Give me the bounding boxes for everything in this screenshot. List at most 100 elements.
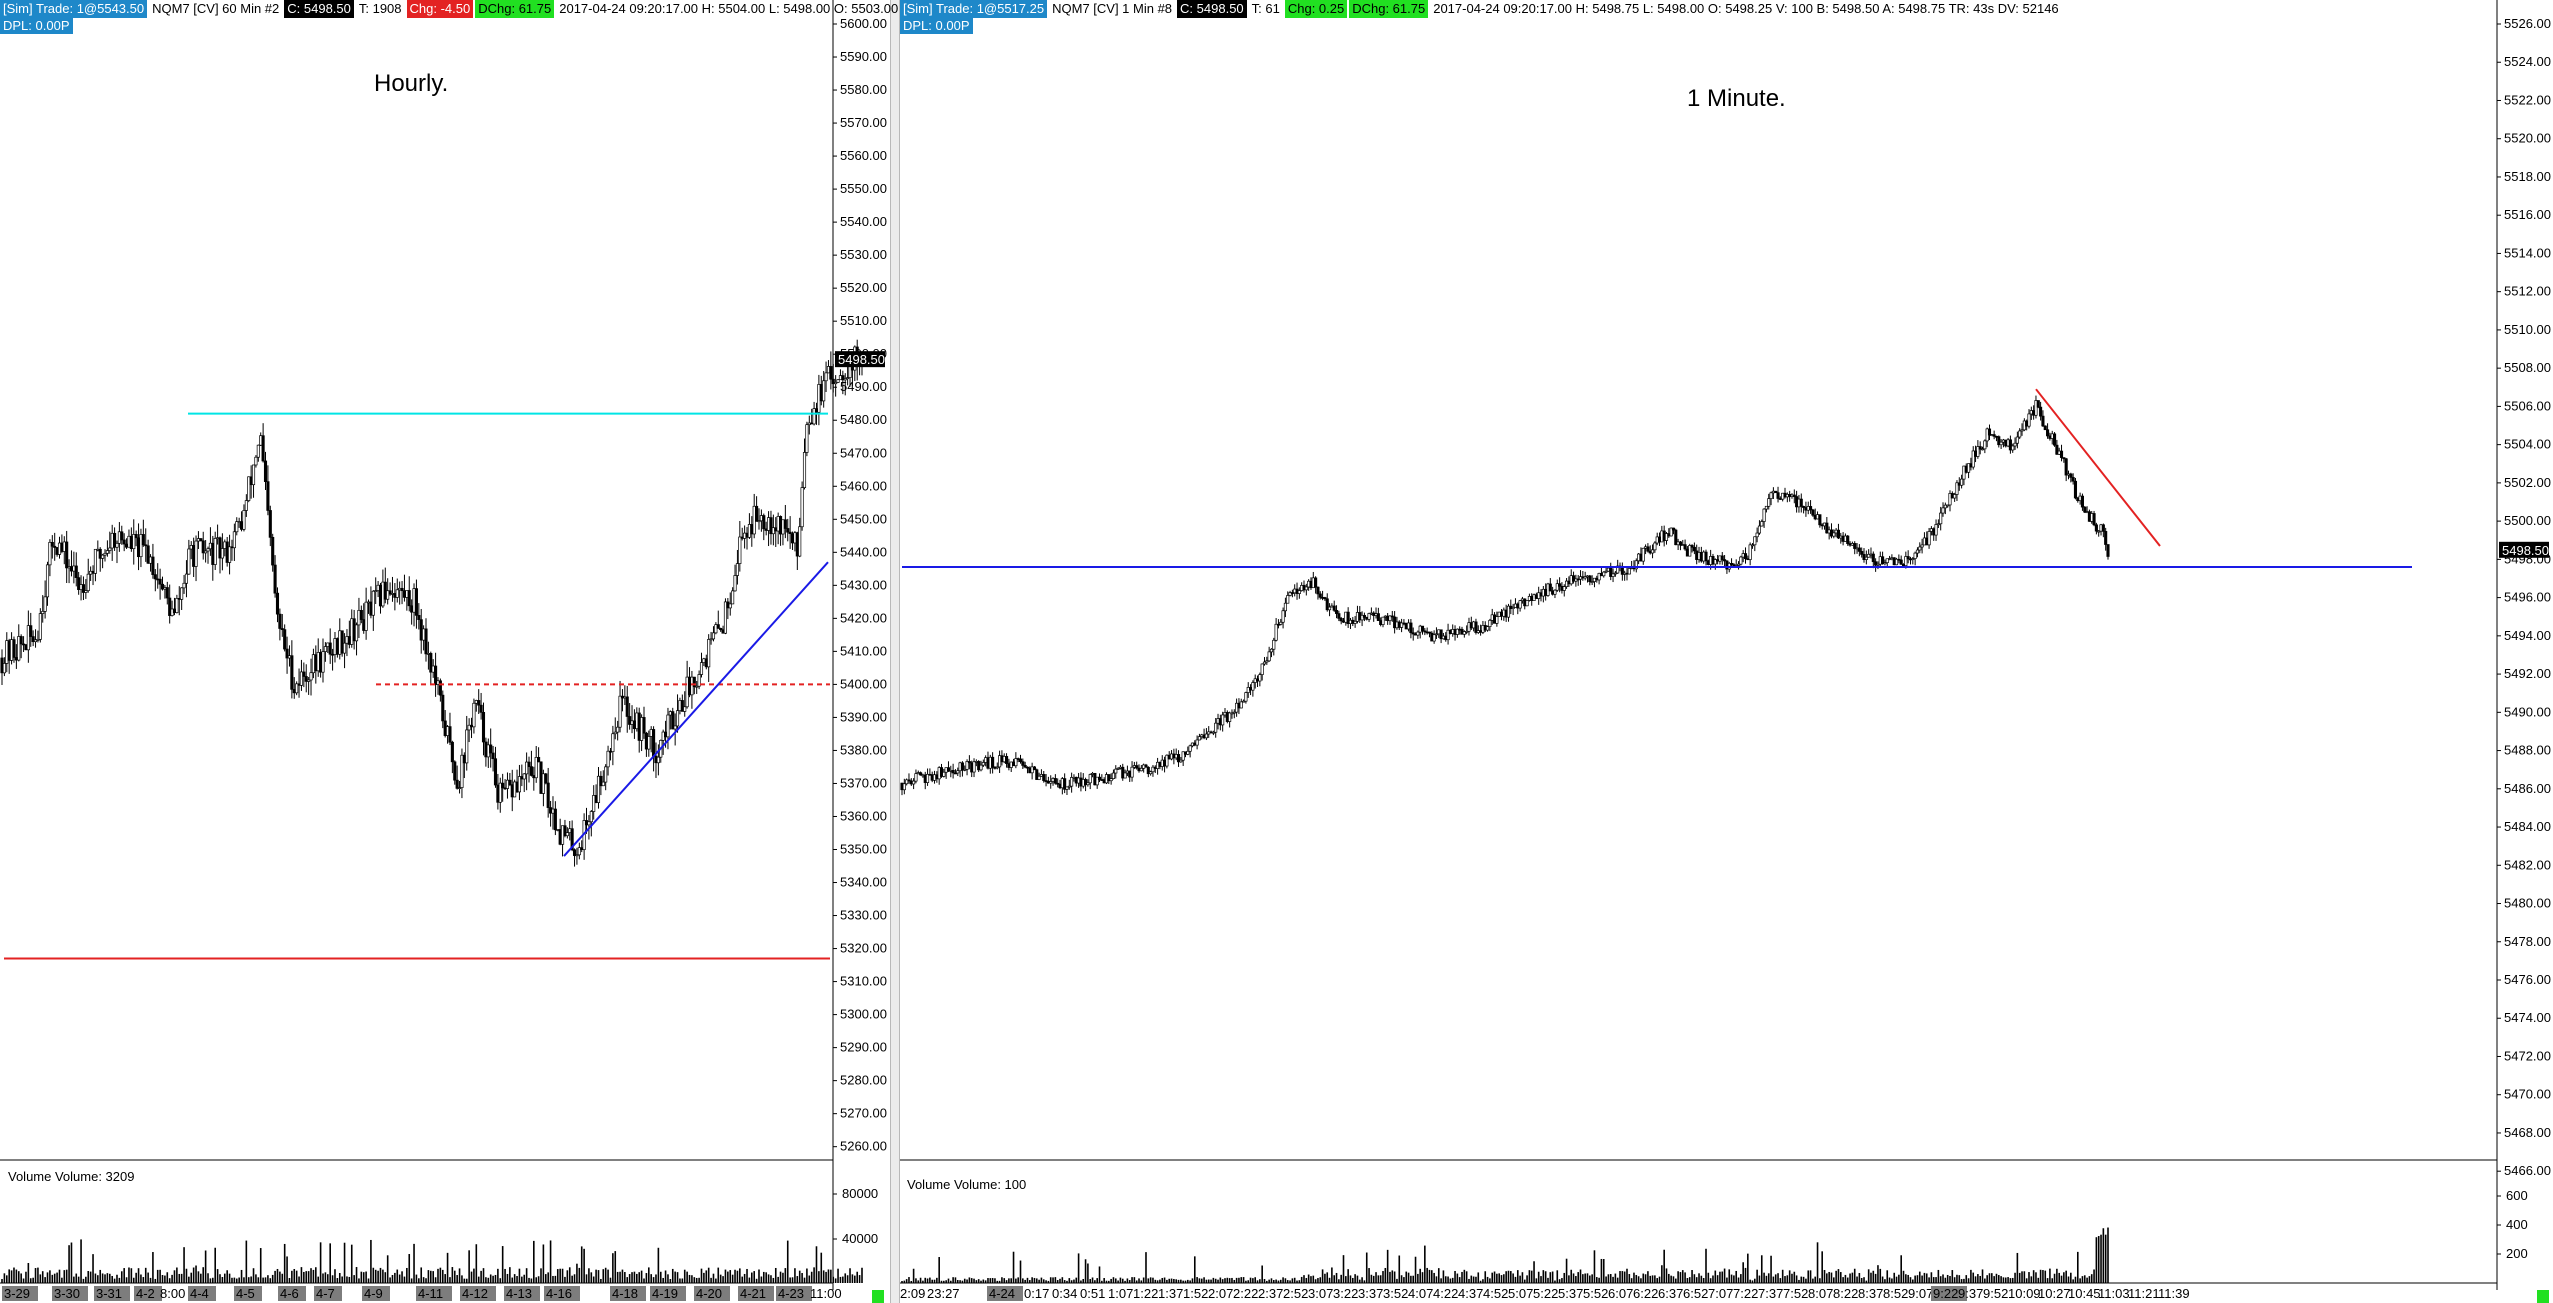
volume-bar <box>844 1273 847 1283</box>
pane-splitter[interactable] <box>890 0 900 1303</box>
volume-bar <box>1844 1274 1847 1283</box>
volume-bar <box>1314 1279 1317 1283</box>
price-bar-body <box>2041 415 2045 427</box>
price-bar-body <box>1281 610 1285 623</box>
time-tick-highlight <box>52 1286 88 1301</box>
volume-bar <box>1881 1276 1884 1283</box>
volume-bar <box>293 1268 296 1283</box>
volume-bar <box>1791 1273 1793 1283</box>
volume-bar <box>27 1263 30 1283</box>
price-bar-body <box>568 828 572 833</box>
price-bar-body <box>1474 621 1478 633</box>
volume-bar <box>1372 1275 1375 1283</box>
price-bar-body <box>907 779 911 782</box>
price-bar-body <box>1269 648 1274 653</box>
volume-bar <box>465 1278 468 1283</box>
volume-bar <box>58 1269 61 1283</box>
volume-bar <box>446 1252 449 1283</box>
price-bar-body <box>1432 634 1436 642</box>
volume-bar <box>1082 1278 1085 1283</box>
volume-bar <box>1108 1280 1110 1283</box>
price-bar-body <box>69 566 74 572</box>
price-bar-body <box>675 710 680 727</box>
price-bar-body <box>790 533 795 544</box>
volume-bar <box>822 1270 825 1283</box>
volume-bar <box>1826 1273 1828 1283</box>
time-tick-highlight <box>610 1286 646 1301</box>
price-bar-body <box>259 435 263 446</box>
price-bar-body <box>1318 593 1322 598</box>
volume-bar <box>1686 1278 1689 1283</box>
volume-bar <box>128 1267 130 1283</box>
one-minute-price-plot[interactable]: 5526.005524.005522.005520.005518.005516.… <box>900 0 2553 1303</box>
volume-bar <box>1570 1269 1573 1283</box>
volume-bar <box>343 1242 346 1283</box>
price-tick-label: 5600.00 <box>840 16 887 31</box>
volume-bar <box>68 1245 70 1283</box>
price-bar-body <box>960 762 964 771</box>
volume-bar <box>748 1277 751 1283</box>
price-bar-body <box>1416 631 1420 636</box>
volume-bar <box>1168 1278 1171 1283</box>
volume-bar <box>1451 1277 1454 1283</box>
volume-bar <box>1519 1275 1521 1283</box>
one-minute-chart-panel[interactable]: [Sim] Trade: 1@5517.25 NQM7 [CV] 1 Min #8… <box>900 0 2553 1303</box>
volume-bar <box>1249 1277 1252 1283</box>
volume-bar <box>1045 1280 1047 1283</box>
price-bar-body <box>1953 494 1957 499</box>
volume-bar <box>1049 1277 1052 1283</box>
volume-bar <box>963 1278 966 1283</box>
volume-bar <box>1328 1277 1331 1283</box>
price-bar-body <box>484 741 488 758</box>
volume-bar <box>751 1272 753 1283</box>
price-bar-body <box>1664 533 1669 541</box>
price-bar-body <box>108 547 112 551</box>
volume-bar <box>1310 1276 1312 1283</box>
price-bar-body <box>1221 714 1225 726</box>
volume-bar <box>710 1277 712 1283</box>
volume-bar <box>1865 1280 1868 1283</box>
hourly-price-plot[interactable]: 5600.005590.005580.005570.005560.005550.… <box>0 0 900 1303</box>
last-price-marker <box>835 351 885 368</box>
price-bar-body <box>1876 563 1880 566</box>
price-bar-body <box>1906 556 1910 560</box>
volume-bar <box>1642 1273 1645 1283</box>
volume-bar <box>2079 1278 2081 1283</box>
volume-bar <box>1835 1270 1837 1283</box>
price-bar-body <box>965 761 969 770</box>
volume-bar <box>1563 1272 1566 1283</box>
volume-bar <box>1726 1277 1728 1283</box>
volume-bar <box>621 1269 624 1283</box>
volume-bar <box>63 1270 66 1283</box>
volume-bar <box>1145 1252 1147 1283</box>
volume-bar <box>929 1277 931 1283</box>
price-bar-body <box>604 766 608 783</box>
volume-bar <box>195 1265 197 1283</box>
volume-bar <box>1061 1277 1064 1283</box>
volume-bar <box>101 1273 104 1283</box>
price-bar-body <box>687 676 692 696</box>
volume-bar <box>712 1273 715 1283</box>
price-bar-body <box>261 435 265 462</box>
price-bar-body <box>228 546 232 563</box>
volume-bar <box>1242 1277 1245 1283</box>
volume-bar <box>1823 1269 1826 1283</box>
volume-bar <box>453 1270 456 1283</box>
volume-bar <box>1500 1275 1503 1283</box>
volume-bar <box>1282 1277 1284 1283</box>
price-tick-label: 5494.00 <box>2504 628 2551 643</box>
volume-bar <box>1303 1275 1305 1283</box>
volume-bar <box>223 1273 226 1283</box>
volume-bar <box>1052 1277 1054 1283</box>
volume-bar <box>1937 1269 1940 1283</box>
volume-bar <box>1444 1276 1447 1283</box>
volume-bar <box>1870 1272 1872 1283</box>
price-bar-body <box>1462 631 1466 635</box>
price-bar-body <box>127 535 131 548</box>
volume-bar <box>1405 1271 1408 1283</box>
price-tick-label: 5506.00 <box>2504 398 2551 413</box>
volume-bar <box>1191 1278 1194 1283</box>
volume-bar <box>975 1280 978 1283</box>
price-tick-label: 5480.00 <box>2504 896 2551 911</box>
hourly-chart-panel[interactable]: [Sim] Trade: 1@5543.50 NQM7 [CV] 60 Min #… <box>0 0 900 1303</box>
